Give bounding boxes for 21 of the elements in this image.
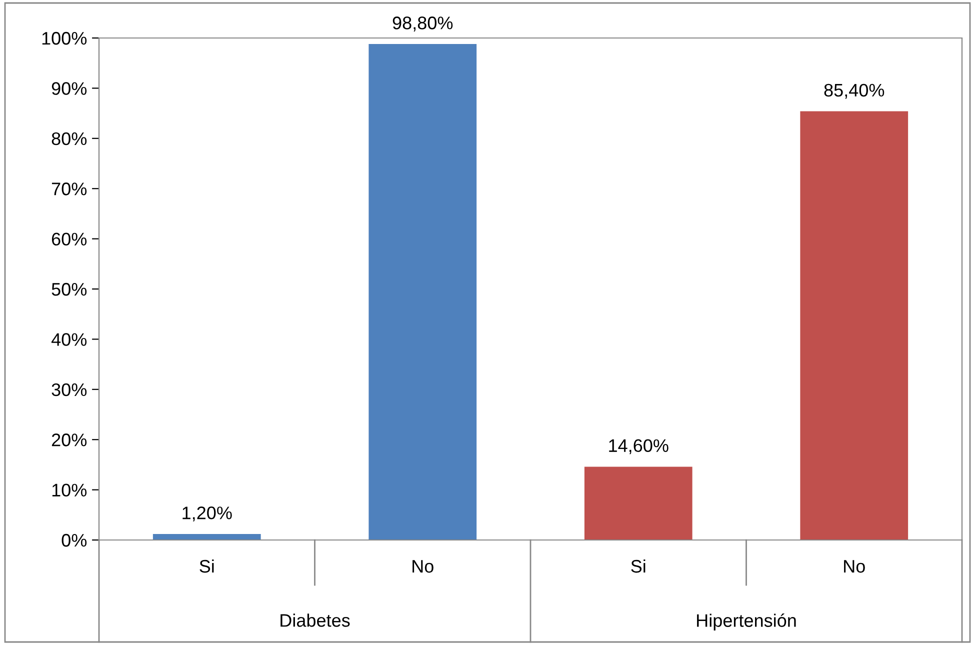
data-label: 98,80%	[392, 16, 453, 32]
text: Diabetes	[280, 614, 350, 627]
data-label: 85,40%	[824, 84, 884, 99]
text: Hipertensión	[697, 613, 796, 631]
data-label: 1,20%	[182, 506, 232, 522]
y-tick-label: 0%	[62, 534, 87, 547]
y-tick-label: 100%	[42, 32, 87, 45]
y-tick-label: 90%	[52, 82, 87, 95]
y-tick-label: 20%	[52, 434, 87, 446]
y-tick-label: 10%	[52, 484, 87, 497]
x-tick-label: No	[412, 560, 434, 573]
x-tick-label: No	[844, 560, 865, 573]
y-tick-label: 30%	[52, 383, 87, 396]
data-label: 14,60%	[609, 439, 668, 454]
y-tick-label: 40%	[51, 333, 87, 346]
x-tick-label: Si	[200, 559, 214, 573]
y-tick-label: 80%	[52, 132, 87, 146]
y-tick-label: 60%	[52, 232, 87, 246]
x-tick-label: Si	[631, 559, 646, 573]
y-tick-label: 70%	[52, 182, 87, 196]
y-tick-label: 50%	[52, 282, 87, 296]
